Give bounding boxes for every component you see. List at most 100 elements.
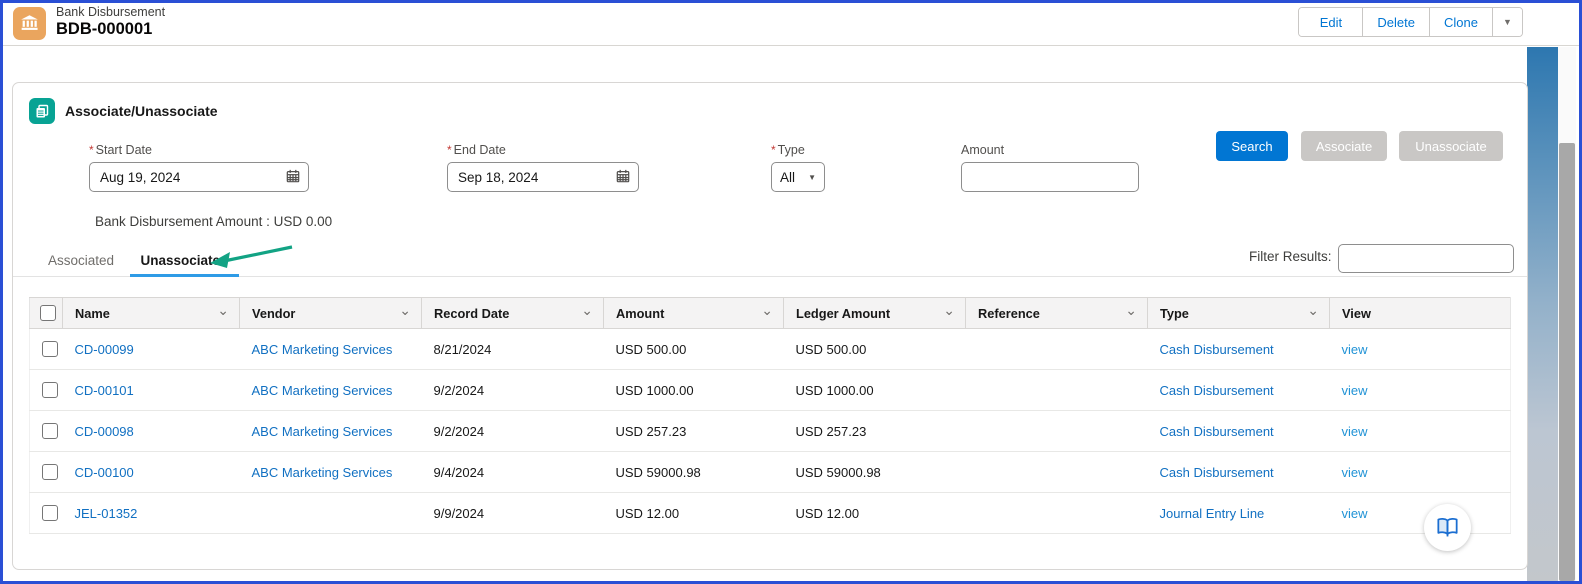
column-header-record_date[interactable]: Record Date ⌄ bbox=[421, 297, 604, 329]
record-name-link[interactable]: CD-00099 bbox=[74, 341, 134, 357]
record-date-cell: 9/2/2024 bbox=[421, 369, 604, 411]
annotation-arrow-icon bbox=[210, 245, 293, 268]
column-header-ledger_amount[interactable]: Ledger Amount ⌄ bbox=[783, 297, 966, 329]
vendor-link bbox=[239, 492, 422, 534]
row-checkbox[interactable] bbox=[42, 423, 58, 440]
column-header-label: Amount bbox=[616, 305, 665, 321]
calendar-icon[interactable] bbox=[616, 169, 630, 188]
amount-cell: USD 12.00 bbox=[603, 492, 784, 534]
record-date-cell: 8/21/2024 bbox=[421, 328, 604, 370]
chevron-down-icon[interactable]: ⌄ bbox=[1125, 302, 1137, 318]
column-header-vendor[interactable]: Vendor ⌄ bbox=[239, 297, 422, 329]
table-body: CD-00099 ABC Marketing Services 8/21/2024 U… bbox=[29, 328, 1511, 534]
view-link[interactable]: view bbox=[1341, 341, 1368, 357]
calendar-icon[interactable] bbox=[286, 169, 300, 188]
unassociate-button[interactable]: Unassociate bbox=[1399, 131, 1503, 161]
chevron-down-icon[interactable]: ⌄ bbox=[399, 302, 411, 318]
clone-button[interactable]: Clone bbox=[1429, 8, 1492, 36]
table-row: CD-00100 ABC Marketing Services 9/4/2024 US… bbox=[29, 451, 1511, 493]
search-button[interactable]: Search bbox=[1216, 131, 1288, 161]
reference-cell bbox=[965, 492, 1148, 534]
more-actions-button[interactable]: ▼ bbox=[1492, 8, 1522, 36]
reference-cell bbox=[965, 328, 1148, 370]
column-header-label: View bbox=[1342, 305, 1371, 321]
bank-disbursement-amount-text: Bank Disbursement Amount : USD 0.00 bbox=[95, 214, 333, 229]
view-link[interactable]: view bbox=[1341, 464, 1368, 480]
record-date-cell: 9/9/2024 bbox=[421, 492, 604, 534]
required-marker: * bbox=[771, 143, 776, 157]
column-header-label: Reference bbox=[978, 305, 1040, 321]
chevron-down-icon[interactable]: ⌄ bbox=[217, 302, 229, 318]
row-checkbox[interactable] bbox=[42, 464, 58, 481]
vendor-link[interactable]: ABC Marketing Services bbox=[251, 382, 393, 398]
vendor-link[interactable]: ABC Marketing Services bbox=[251, 341, 393, 357]
tab-associated[interactable]: Associated bbox=[48, 253, 115, 268]
type-link[interactable]: Cash Disbursement bbox=[1159, 382, 1274, 398]
type-select-value: All bbox=[780, 169, 796, 185]
select-all-header bbox=[29, 297, 63, 329]
vertical-scrollbar[interactable] bbox=[1558, 47, 1576, 581]
vendor-link[interactable]: ABC Marketing Services bbox=[251, 423, 393, 439]
amount-input[interactable] bbox=[961, 162, 1139, 192]
table-row: CD-00098 ABC Marketing Services 9/2/2024 US… bbox=[29, 410, 1511, 452]
type-select[interactable]: All ▼ bbox=[771, 162, 825, 192]
tab-unassociated[interactable]: Unassociated bbox=[129, 245, 240, 277]
amount-label: Amount bbox=[961, 143, 1005, 157]
type-label: * Type bbox=[771, 143, 805, 157]
start-date-input[interactable] bbox=[89, 162, 309, 192]
type-link[interactable]: Cash Disbursement bbox=[1159, 423, 1274, 439]
edit-button[interactable]: Edit bbox=[1299, 8, 1363, 36]
required-marker: * bbox=[447, 143, 452, 157]
ledger-amount-cell: USD 500.00 bbox=[783, 328, 966, 370]
open-book-icon bbox=[1437, 518, 1458, 537]
scrollbar-thumb[interactable] bbox=[1559, 143, 1575, 581]
ledger-amount-cell: USD 1000.00 bbox=[783, 369, 966, 411]
chevron-down-icon[interactable]: ⌄ bbox=[1307, 302, 1319, 318]
table-header-row: Name ⌄ Vendor ⌄ Record Date ⌄ Amount ⌄ Ledger Am… bbox=[29, 297, 1511, 329]
type-link[interactable]: Journal Entry Line bbox=[1159, 505, 1265, 521]
filter-results-label: Filter Results: bbox=[1249, 249, 1332, 264]
chevron-down-icon: ▼ bbox=[808, 172, 816, 182]
column-header-type[interactable]: Type ⌄ bbox=[1147, 297, 1330, 329]
record-name-link[interactable]: CD-00101 bbox=[74, 382, 134, 398]
chevron-down-icon[interactable]: ⌄ bbox=[943, 302, 955, 318]
column-header-amount[interactable]: Amount ⌄ bbox=[603, 297, 784, 329]
type-link[interactable]: Cash Disbursement bbox=[1159, 341, 1274, 357]
column-header-reference[interactable]: Reference ⌄ bbox=[965, 297, 1148, 329]
row-checkbox[interactable] bbox=[42, 382, 58, 399]
table-row: CD-00099 ABC Marketing Services 8/21/2024 U… bbox=[29, 328, 1511, 370]
column-header-label: Record Date bbox=[434, 305, 510, 321]
vendor-link[interactable]: ABC Marketing Services bbox=[251, 464, 393, 480]
associate-button[interactable]: Associate bbox=[1301, 131, 1387, 161]
amount-cell: USD 59000.98 bbox=[603, 451, 784, 493]
reference-cell bbox=[965, 451, 1148, 493]
ledger-amount-cell: USD 12.00 bbox=[783, 492, 966, 534]
delete-button[interactable]: Delete bbox=[1362, 8, 1429, 36]
view-link[interactable]: view bbox=[1341, 423, 1368, 439]
ledger-amount-cell: USD 59000.98 bbox=[783, 451, 966, 493]
select-all-checkbox[interactable] bbox=[40, 305, 56, 322]
records-table: Name ⌄ Vendor ⌄ Record Date ⌄ Amount ⌄ Ledger Am… bbox=[29, 297, 1511, 534]
view-link[interactable]: view bbox=[1341, 382, 1368, 398]
chevron-down-icon[interactable]: ⌄ bbox=[581, 302, 593, 318]
row-checkbox[interactable] bbox=[42, 341, 58, 358]
reference-cell bbox=[965, 369, 1148, 411]
type-link[interactable]: Cash Disbursement bbox=[1159, 464, 1274, 480]
record-header: Bank Disbursement BDB-000001 Edit Delete… bbox=[3, 3, 1579, 46]
row-checkbox[interactable] bbox=[42, 505, 58, 522]
column-header-name[interactable]: Name ⌄ bbox=[62, 297, 240, 329]
record-pages-icon bbox=[29, 98, 55, 124]
record-name-link[interactable]: CD-00098 bbox=[74, 423, 134, 439]
record-name-link[interactable]: JEL-01352 bbox=[74, 505, 138, 521]
amount-cell: USD 257.23 bbox=[603, 410, 784, 452]
help-book-button[interactable] bbox=[1424, 504, 1471, 551]
filter-results-input[interactable] bbox=[1338, 244, 1514, 273]
associate-card: Associate/Unassociate *Start Date *End D… bbox=[12, 82, 1528, 570]
record-name-link[interactable]: CD-00100 bbox=[74, 464, 134, 480]
end-date-input[interactable] bbox=[447, 162, 639, 192]
section-title: Associate/Unassociate bbox=[65, 103, 218, 119]
column-header-view[interactable]: View bbox=[1329, 297, 1511, 329]
chevron-down-icon[interactable]: ⌄ bbox=[761, 302, 773, 318]
view-link[interactable]: view bbox=[1341, 505, 1368, 521]
record-date-cell: 9/4/2024 bbox=[421, 451, 604, 493]
